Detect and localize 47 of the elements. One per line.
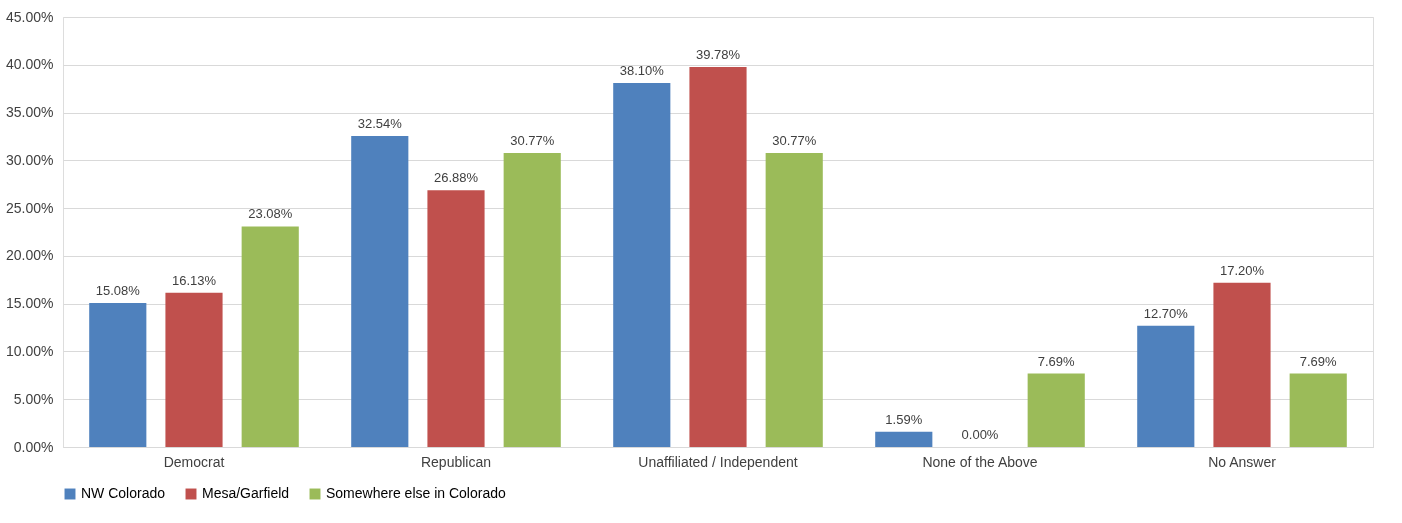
bar (1213, 282, 1271, 447)
legend-label: Mesa/Garfield (202, 485, 290, 501)
data-label: 26.88% (433, 170, 479, 186)
legend-label: Somewhere else in Colorado (326, 485, 506, 501)
data-label: 23.08% (248, 206, 293, 222)
data-label: 30.77% (772, 132, 817, 148)
y-tick-label: 35.00% (6, 104, 54, 121)
data-label: 0.00% (961, 427, 999, 442)
y-tick-label: 20.00% (6, 247, 54, 264)
bar (165, 292, 223, 447)
bar (351, 136, 409, 447)
y-tick-label: 30.00% (6, 151, 54, 168)
y-tick-label: 45.00% (6, 8, 54, 25)
bar (1027, 373, 1085, 447)
data-label: 38.10% (619, 62, 665, 78)
bar (1289, 373, 1347, 447)
y-tick-label: 40.00% (6, 56, 54, 73)
bar (503, 152, 561, 447)
x-tick-label: Democrat (163, 453, 225, 470)
data-label: 12.70% (1143, 305, 1189, 321)
x-tick-label: None of the Above (922, 453, 1038, 470)
y-tick-label: 0.00% (13, 438, 54, 455)
data-label: 39.78% (695, 46, 741, 62)
bar (89, 302, 147, 447)
y-tick-label: 10.00% (6, 342, 54, 359)
data-label: 7.69% (1299, 353, 1338, 369)
y-tick-label: 15.00% (6, 295, 54, 312)
bar (1137, 325, 1195, 447)
bar (765, 152, 823, 447)
bar (613, 82, 671, 447)
bar (875, 431, 933, 447)
data-label: 7.69% (1037, 353, 1076, 369)
data-label: 16.13% (171, 272, 217, 288)
y-tick-label: 25.00% (6, 199, 54, 216)
x-tick-label: Unaffiliated / Independent (638, 453, 798, 470)
bar (689, 66, 747, 447)
y-tick-label: 5.00% (13, 390, 54, 407)
data-label: 32.54% (357, 116, 403, 132)
data-label: 17.20% (1219, 262, 1265, 278)
data-label: 30.77% (510, 132, 555, 148)
x-tick-label: Republican (420, 453, 492, 470)
legend-label: NW Colorado (81, 485, 166, 501)
data-label: 1.59% (885, 411, 923, 427)
bar (427, 190, 485, 447)
x-tick-label: No Answer (1208, 453, 1277, 470)
bar (241, 226, 299, 447)
data-label: 15.08% (95, 282, 141, 298)
